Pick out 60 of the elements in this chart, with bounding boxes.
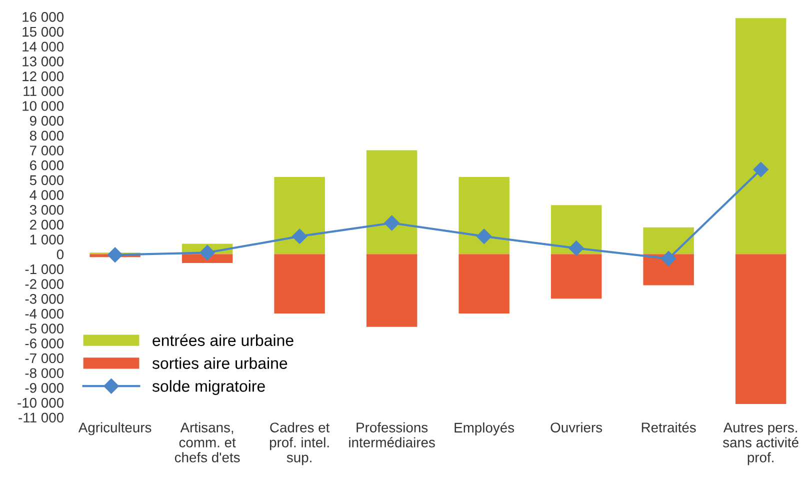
x-tick-label: Artisans, comm. et chefs d'ets (174, 422, 240, 462)
y-tick-label: 14 000 (22, 42, 64, 52)
bar (643, 254, 694, 286)
point (476, 228, 492, 244)
y-tick-label: -1 000 (25, 264, 64, 274)
y-tick-label: 7 000 (30, 146, 64, 156)
bar (735, 254, 786, 404)
y-tick-label: 10 000 (22, 101, 64, 111)
point (107, 247, 123, 262)
y-tick-label: -5 000 (25, 324, 64, 334)
bar (643, 227, 694, 254)
legend-label: sorties aire urbaine (152, 357, 288, 369)
bar (366, 254, 418, 327)
bar (458, 254, 510, 314)
y-tick-label: -9 000 (25, 383, 64, 393)
y-tick-label: 11 000 (24, 86, 64, 96)
x-tick-label: Agriculteurs (78, 422, 152, 436)
x-tick-label: Employés (454, 422, 514, 436)
bar (458, 176, 510, 254)
y-tick-label: -3 000 (25, 294, 64, 304)
y-tick-label: 5 000 (30, 175, 64, 186)
x-tick-label: Retraités (642, 422, 696, 432)
bar (182, 254, 233, 264)
point (292, 228, 308, 244)
y-tick-label: -8 000 (25, 368, 64, 378)
y-tick-label: 16 000 (22, 12, 64, 22)
bar (550, 205, 602, 254)
y-tick-label: -6 000 (25, 338, 64, 348)
y-tick-label: 8 000 (30, 130, 64, 141)
x-tick-label: Ouvriers (550, 422, 602, 432)
bar (366, 150, 418, 254)
y-tick-label: 6 000 (30, 160, 64, 170)
y-tick-label: 13 000 (22, 56, 64, 66)
y-tick-label: -11 000 (18, 412, 64, 423)
x-tick-label: Professions intermédiaires (349, 422, 435, 448)
x-tick-label: Cadres et prof. intel. sup. (270, 422, 330, 466)
y-tick-label: -4 000 (25, 308, 64, 319)
bar (274, 254, 325, 314)
y-tick-label: 4 000 (30, 190, 64, 200)
point (568, 240, 584, 256)
x-tick-label: Autres pers. sans activité prof. (722, 422, 798, 466)
bar (735, 18, 786, 254)
y-tick-label: 1 000 (30, 234, 64, 244)
y-tick-label: 3 000 (30, 204, 64, 215)
y-tick-label: 15 000 (22, 26, 64, 37)
y-tick-label: 2 000 (30, 220, 64, 230)
y-tick-label: -10 000 (18, 398, 64, 408)
y-tick-label: 12 000 (22, 71, 64, 82)
point (384, 215, 400, 231)
y-tick-label: 9 000 (30, 116, 64, 126)
legend-label: solde migratoire (152, 380, 265, 395)
y-tick-label: -7 000 (25, 353, 64, 364)
point (753, 162, 768, 178)
y-tick-label: -2 000 (25, 279, 64, 289)
point (200, 245, 215, 260)
point (661, 251, 676, 266)
legend-label: entrées aire urbaine (152, 334, 294, 346)
y-tick-label: 0 (56, 249, 64, 260)
bar (274, 176, 325, 254)
bar (550, 254, 602, 299)
